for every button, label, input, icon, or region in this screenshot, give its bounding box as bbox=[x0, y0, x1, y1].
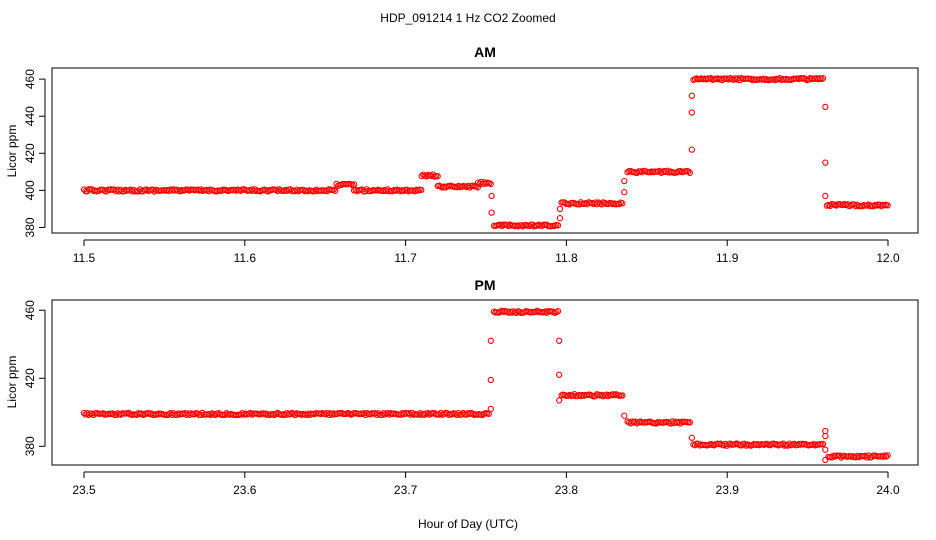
panel-am-data-point bbox=[819, 75, 827, 82]
panel-am-transition-point bbox=[621, 189, 628, 196]
panel-am-y-tick-label: 420 bbox=[23, 143, 37, 163]
panel-am-data-point bbox=[487, 180, 494, 188]
panel-am-data-point bbox=[619, 200, 626, 207]
panel-am-data-point bbox=[616, 201, 623, 208]
panel-am-transition-point bbox=[688, 92, 695, 99]
x-axis-label: Hour of Day (UTC) bbox=[418, 517, 518, 531]
panel-am-x-tick-label: 11.6 bbox=[234, 251, 257, 265]
panel-pm-x-axis: 23.5 23.6 23.7 23.8 23.9 24.0 bbox=[72, 471, 900, 497]
panel-am-data-point bbox=[686, 169, 694, 177]
panel-am-transition-point bbox=[822, 159, 829, 166]
panel-pm-y-label: Licor ppm bbox=[5, 356, 19, 409]
panel-pm-data-point bbox=[819, 440, 827, 448]
panel-am-transition-point bbox=[688, 146, 695, 153]
panel-am-transition-point bbox=[556, 205, 564, 213]
panel-am-points bbox=[80, 74, 891, 230]
panel-am-frame bbox=[51, 67, 919, 234]
panel-am-transition-point bbox=[488, 192, 495, 200]
panel-pm-x-tick-label: 24.0 bbox=[876, 483, 900, 497]
panel-am-y-tick-label: 460 bbox=[23, 69, 37, 89]
panel-pm-x-tick-label: 23.8 bbox=[555, 483, 579, 497]
panel-pm-x-tick-label: 23.5 bbox=[72, 483, 96, 497]
panel-am-data-point bbox=[350, 181, 358, 188]
panel-pm-y-tick-label: 460 bbox=[23, 300, 37, 320]
panel-pm-data-point bbox=[554, 307, 562, 315]
panel-pm-transition-point bbox=[556, 337, 563, 344]
panel-pm-transition-point bbox=[822, 446, 829, 453]
panel-am-y-axis: 380 400 420 440 460 bbox=[23, 69, 46, 237]
panel-am-data-point bbox=[418, 186, 425, 194]
panel-am-y-tick-label: 400 bbox=[23, 180, 37, 200]
panel-am-data-point bbox=[332, 187, 339, 195]
panel-pm-frame bbox=[51, 299, 919, 466]
panel-am-data-point bbox=[434, 173, 441, 180]
panel-pm-points bbox=[80, 307, 891, 464]
panel-am-title: AM bbox=[474, 44, 496, 60]
panel-pm-transition-point bbox=[487, 405, 494, 413]
panel-am-transition-point bbox=[488, 209, 495, 216]
panel-pm-x-tick-label: 23.9 bbox=[716, 483, 740, 497]
panel-pm-y-tick-label: 420 bbox=[23, 368, 37, 388]
panel-pm-data-point bbox=[686, 419, 694, 426]
panel-pm-transition-point bbox=[487, 337, 494, 344]
panel-pm-x-tick-label: 23.7 bbox=[394, 483, 418, 497]
panel-am-x-axis: 11.5 11.6 11.7 11.8 11.9 12.0 bbox=[73, 239, 900, 265]
panel-am-transition-point bbox=[822, 192, 829, 200]
panel-pm-transition-point bbox=[688, 434, 695, 441]
panel-pm-transition-point bbox=[556, 397, 563, 404]
panel-am-transition-point bbox=[822, 103, 829, 111]
panel-am-y-tick-label: 440 bbox=[23, 106, 37, 126]
panel-pm-y-tick-label: 380 bbox=[23, 436, 37, 456]
panel-am: AM Licor ppm 11.5 11.6 11.7 11.8 11.9 12.0 38… bbox=[5, 44, 919, 265]
panel-am-x-tick-label: 11.7 bbox=[394, 251, 417, 265]
panel-pm-x-tick-label: 23.6 bbox=[233, 483, 257, 497]
panel-am-x-tick-label: 11.5 bbox=[73, 251, 96, 265]
panel-am-x-tick-label: 11.9 bbox=[716, 251, 739, 265]
panel-am-x-tick-label: 12.0 bbox=[876, 251, 900, 265]
panel-pm-title: PM bbox=[475, 277, 496, 293]
panel-pm-transition-point bbox=[822, 432, 829, 440]
panel-pm-data-point bbox=[619, 392, 626, 399]
panel-am-y-tick-label: 380 bbox=[23, 217, 37, 237]
panel-pm-transition-point bbox=[822, 427, 829, 435]
panel-pm-transition-point bbox=[621, 412, 628, 419]
panel-pm-y-axis: 380 420 460 bbox=[23, 300, 46, 456]
panel-am-x-tick-label: 11.8 bbox=[555, 251, 578, 265]
panel-pm-transition-point bbox=[822, 456, 829, 464]
panel-am-transition-point bbox=[688, 109, 695, 116]
panel-am-transition-point bbox=[556, 215, 564, 222]
panel-pm-data-point bbox=[884, 452, 891, 459]
panel-am-transition-point bbox=[621, 177, 628, 185]
panel-am-data-point bbox=[554, 222, 562, 229]
panel-pm-transition-point bbox=[556, 371, 563, 378]
panel-pm: PM Licor ppm 23.5 23.6 23.7 23.8 23.9 24.0 38… bbox=[5, 277, 919, 497]
figure-title: HDP_091214 1 Hz CO2 Zoomed bbox=[380, 11, 555, 25]
panel-am-y-label: Licor ppm bbox=[5, 125, 19, 178]
panel-am-data-point bbox=[884, 202, 891, 209]
panel-pm-transition-point bbox=[487, 376, 494, 384]
panel-am-data-point bbox=[685, 168, 692, 175]
